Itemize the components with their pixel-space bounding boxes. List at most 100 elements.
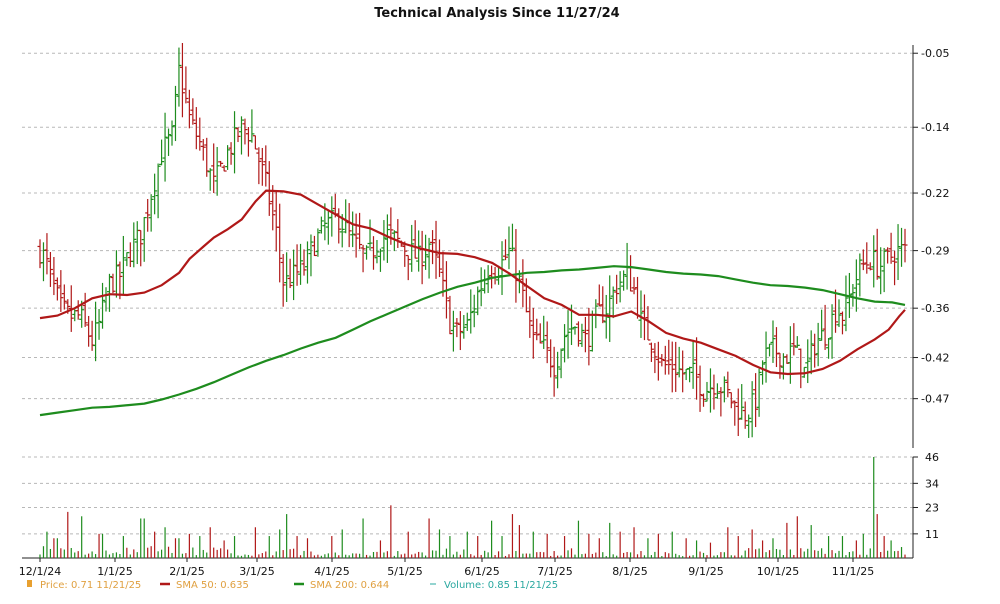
- ohlc-bar: [162, 112, 168, 182]
- ohlc-bar: [697, 365, 703, 412]
- ohlc-bar: [836, 299, 842, 328]
- ohlc-bar: [155, 163, 161, 219]
- ohlc-bar: [725, 371, 731, 398]
- ohlc-bar: [669, 341, 675, 393]
- ohlc-bar: [58, 270, 64, 312]
- ohlc-bar: [117, 261, 123, 300]
- ohlc-bar: [468, 289, 474, 334]
- ohlc-bar: [461, 315, 467, 339]
- x-tick-label: 9/1/25: [688, 565, 723, 578]
- volume-tick-label: 34: [925, 477, 939, 490]
- sma200-line: [39, 265, 906, 417]
- ohlc-bar: [888, 232, 894, 264]
- ohlc-bar: [666, 339, 672, 375]
- ohlc-bar: [232, 111, 238, 174]
- ohlc-bar: [308, 234, 314, 277]
- ohlc-bar: [294, 244, 300, 286]
- ohlc-bar: [596, 284, 602, 307]
- price-tick-label: -0.29: [921, 245, 949, 258]
- ohlc-bar: [537, 323, 543, 344]
- ohlc-bar: [843, 275, 849, 332]
- x-tick-label: 4/1/25: [314, 565, 349, 578]
- ohlc-bar: [47, 251, 53, 287]
- ohlc-bar: [284, 252, 290, 303]
- legend-label: SMA 50: 0.635: [176, 580, 249, 591]
- price-grid: [22, 52, 913, 400]
- ohlc-bar: [544, 321, 550, 364]
- ohlc-bar: [225, 145, 231, 170]
- ohlc-bar: [794, 336, 800, 348]
- ohlc-bar: [895, 224, 901, 281]
- ohlc-bar: [530, 307, 536, 359]
- ohlc-bar: [648, 342, 654, 362]
- ohlc-bar: [867, 262, 873, 271]
- ohlc-bar: [100, 282, 106, 329]
- ohlc-bar: [221, 165, 227, 172]
- ohlc-bar: [152, 173, 158, 215]
- ohlc-bar: [450, 310, 456, 352]
- ohlc-bar: [457, 311, 463, 351]
- ohlc-bar: [791, 323, 797, 356]
- ohlc-bar: [527, 296, 533, 338]
- ohlc-bar: [377, 248, 383, 272]
- ohlc-bar: [183, 66, 189, 104]
- ohlc-bar: [749, 381, 755, 438]
- x-tick-label: 2/1/25: [169, 565, 204, 578]
- ohlc-bar: [541, 315, 547, 349]
- ohlc-bar: [871, 235, 877, 288]
- ohlc-bar: [694, 337, 700, 400]
- ohlc-bar: [145, 198, 151, 232]
- ohlc-bar: [197, 117, 203, 151]
- ohlc-bar: [562, 324, 568, 363]
- ohlc-bar: [805, 339, 811, 384]
- x-tick-label: 8/1/25: [612, 565, 647, 578]
- ohlc-bar: [478, 267, 484, 307]
- ohlc-bar: [61, 284, 67, 310]
- ohlc-bar: [680, 350, 686, 393]
- ohlc-bar: [318, 216, 324, 234]
- ohlc-bar: [732, 400, 738, 426]
- ohlc-bar: [760, 360, 766, 385]
- ohlc-bar: [190, 98, 196, 125]
- ohlc-bar: [853, 259, 859, 312]
- chart-title: Technical Analysis Since 11/27/24: [374, 6, 619, 21]
- ohlc-bar: [878, 247, 884, 295]
- ohlc-bar: [228, 142, 234, 165]
- ohlc-bar: [728, 392, 734, 409]
- ohlc-bar: [426, 237, 432, 279]
- ohlc-bar: [311, 235, 317, 257]
- ohlc-bar: [659, 354, 665, 367]
- ohlc-bar: [735, 388, 741, 437]
- ohlc-bar: [238, 116, 244, 155]
- ohlc-bar: [235, 127, 241, 143]
- ohlc-bar: [301, 249, 307, 276]
- ohlc-bar: [753, 373, 759, 428]
- ohlc-bar: [405, 254, 411, 281]
- ohlc-bar: [207, 168, 213, 191]
- legend-item-sma50: SMA 50: 0.635: [160, 580, 249, 591]
- ohlc-bar: [610, 286, 616, 319]
- ohlc-bar: [51, 257, 57, 296]
- ohlc-bar: [864, 242, 870, 274]
- ohlc-bar: [558, 348, 564, 379]
- ohlc-bar: [204, 137, 210, 177]
- ohlc-bar: [252, 135, 258, 150]
- ohlc-bar: [652, 343, 658, 374]
- ohlc-bar: [256, 147, 262, 185]
- ohlc-bar: [662, 345, 668, 375]
- ohlc-bar: [315, 228, 321, 257]
- ohlc-bar: [714, 383, 720, 399]
- ohlc-bar: [138, 229, 144, 267]
- ohlc-bar: [381, 220, 387, 261]
- x-tick-label: 12/1/24: [19, 565, 61, 578]
- volume-bars: [39, 457, 906, 558]
- ohlc-bar: [503, 239, 509, 261]
- ohlc-bar: [82, 292, 88, 327]
- ohlc-bar: [881, 247, 887, 293]
- ohlc-bar: [711, 374, 717, 410]
- ohlc-bar: [357, 212, 363, 250]
- ohlc-bar: [120, 235, 126, 295]
- ohlc-bar: [534, 318, 540, 341]
- ohlc-bar: [141, 216, 147, 262]
- x-tick-label: 1/1/25: [97, 565, 132, 578]
